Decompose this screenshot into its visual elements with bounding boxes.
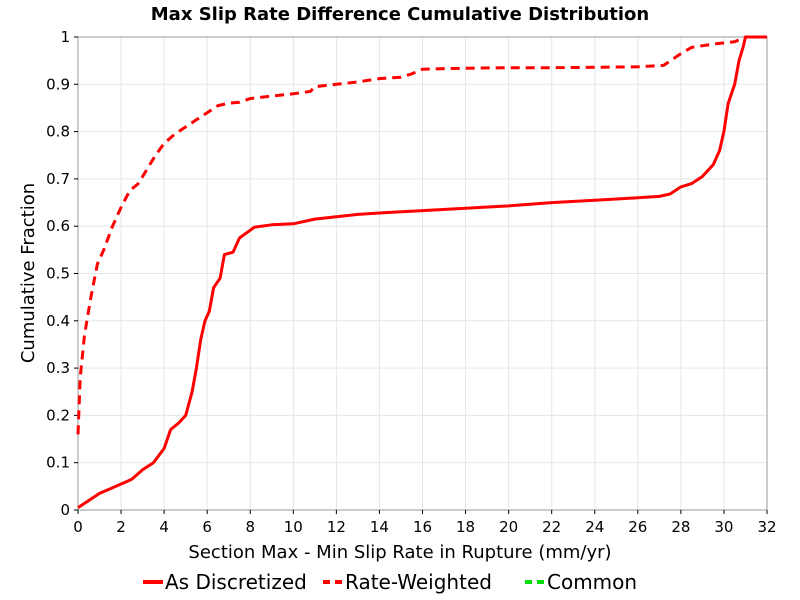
- x-tick-label: 20: [499, 518, 518, 536]
- series-line-rate-weighted: [76, 35, 767, 435]
- legend: As Discretized Rate-Weighted Common: [143, 570, 637, 594]
- y-tick-label: 0.8: [46, 123, 70, 141]
- x-tick-label: 2: [116, 518, 126, 536]
- x-axis: 0 2 4 6 8 10 12 14 16 18 20 22 24 26 28 30 32: [73, 510, 777, 536]
- x-tick-label: 32: [757, 518, 776, 536]
- y-tick-label: 0.9: [46, 75, 70, 93]
- x-tick-label: 8: [245, 518, 255, 536]
- y-tick-label: 0.3: [46, 359, 70, 377]
- y-tick-label: 0.2: [46, 406, 70, 424]
- x-tick-label: 16: [413, 518, 432, 536]
- y-tick-label: 0: [60, 501, 70, 519]
- x-axis-label: Section Max - Min Slip Rate in Rupture (…: [188, 542, 611, 563]
- y-tick-label: 0.4: [46, 312, 70, 330]
- legend-label: As Discretized: [165, 570, 307, 594]
- x-tick-label: 4: [159, 518, 169, 536]
- y-tick-label: 0.6: [46, 217, 70, 235]
- legend-label: Rate-Weighted: [345, 570, 492, 594]
- x-tick-label: 10: [284, 518, 303, 536]
- x-tick-label: 30: [714, 518, 733, 536]
- x-tick-label: 26: [628, 518, 647, 536]
- series-line-as-discretized: [77, 35, 767, 509]
- x-tick-label: 22: [542, 518, 561, 536]
- y-axis-label: Cumulative Fraction: [18, 183, 39, 363]
- legend-label: Common: [547, 570, 637, 594]
- grid: [77, 36, 768, 511]
- y-axis: 0 0.1 0.2 0.3 0.4 0.5 0.6 0.7 0.8 0.9 1: [46, 28, 78, 519]
- y-tick-label: 0.7: [46, 170, 70, 188]
- x-tick-label: 28: [671, 518, 690, 536]
- y-tick-label: 0.5: [46, 265, 70, 283]
- x-tick-label: 12: [327, 518, 346, 536]
- x-tick-label: 6: [202, 518, 212, 536]
- chart-title: Max Slip Rate Difference Cumulative Dist…: [151, 4, 649, 25]
- x-tick-label: 18: [456, 518, 475, 536]
- y-tick-label: 0.1: [46, 454, 70, 472]
- x-tick-label: 24: [585, 518, 604, 536]
- series-layer: [76, 35, 767, 509]
- x-tick-label: 0: [73, 518, 83, 536]
- x-tick-label: 14: [370, 518, 389, 536]
- y-tick-label: 1: [60, 28, 70, 46]
